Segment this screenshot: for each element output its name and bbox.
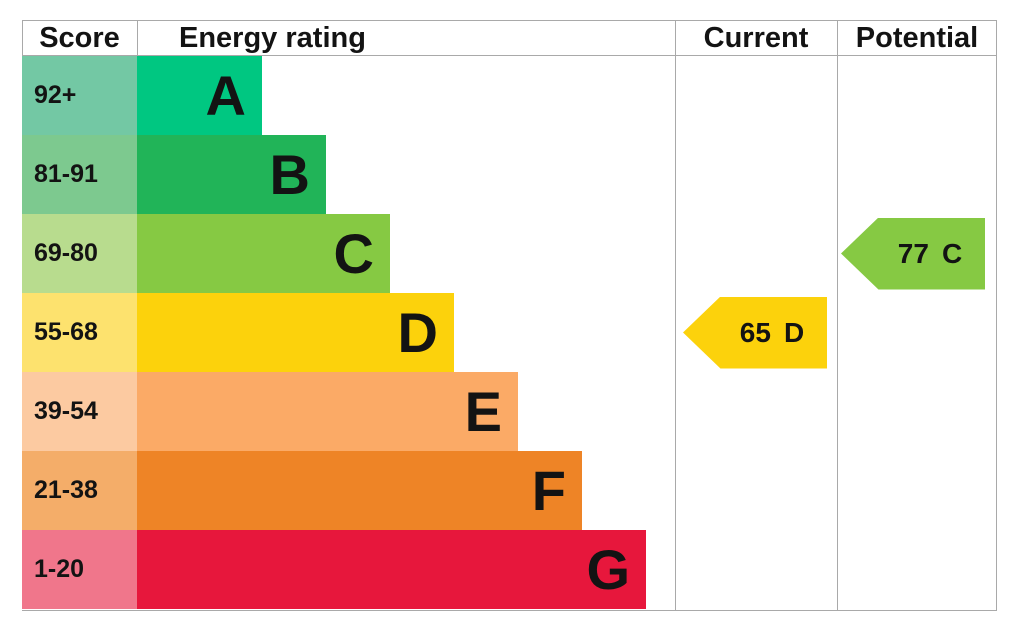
current-column-header: Current xyxy=(703,22,809,54)
band-row-d: 55-68 D xyxy=(22,293,997,372)
band-letter: B xyxy=(269,143,310,206)
band-score-range: 92+ xyxy=(22,56,137,135)
band-row-b: 81-91 B xyxy=(22,135,997,214)
band-bar: G xyxy=(137,530,646,609)
current-column-divider xyxy=(675,20,676,611)
band-score-range: 1-20 xyxy=(22,530,137,609)
band-bar: B xyxy=(137,135,326,214)
band-letter: E xyxy=(464,380,502,443)
band-row-c: 69-80 C xyxy=(22,214,997,293)
current-rating-value: 65 xyxy=(739,316,771,348)
current-rating-letter: D xyxy=(783,316,805,348)
band-score-range: 39-54 xyxy=(22,372,137,451)
band-letter: C xyxy=(333,222,374,285)
band-score-range: 69-80 xyxy=(22,214,137,293)
energy-rating-column-header: Energy rating xyxy=(179,22,366,54)
band-bar: E xyxy=(137,372,518,451)
score-column-header: Score xyxy=(39,22,120,54)
epc-grid: Score Energy rating Current Potential 92… xyxy=(22,20,997,611)
band-row-e: 39-54 E xyxy=(22,372,997,451)
grid-border-right xyxy=(996,20,997,611)
potential-column-header: Potential xyxy=(855,22,979,54)
band-row-a: 92+ A xyxy=(22,56,997,135)
header-border-left xyxy=(22,20,23,55)
band-bar: A xyxy=(137,56,262,135)
band-score-range: 21-38 xyxy=(22,451,137,530)
band-score-range: 81-91 xyxy=(22,135,137,214)
band-score-range: 55-68 xyxy=(22,293,137,372)
potential-rating-letter: C xyxy=(941,237,963,269)
band-bar: C xyxy=(137,214,390,293)
band-letter: F xyxy=(531,459,566,522)
band-row-f: 21-38 F xyxy=(22,451,997,530)
rating-bands: 92+ A 81-91 B 69-80 C 55-68 D 39-54 E 21-38 F 1-20 G xyxy=(22,56,997,609)
band-bar: D xyxy=(137,293,454,372)
grid-border-bottom xyxy=(22,610,997,611)
potential-rating-value: 77 xyxy=(897,237,929,269)
band-letter: A xyxy=(205,64,246,127)
grid-border-top xyxy=(22,20,997,21)
band-row-g: 1-20 G xyxy=(22,530,997,609)
band-letter: G xyxy=(586,538,630,601)
header-underline xyxy=(22,55,997,56)
score-column-divider xyxy=(137,20,138,55)
band-letter: D xyxy=(397,301,438,364)
band-bar: F xyxy=(137,451,582,530)
potential-column-divider xyxy=(837,20,838,611)
